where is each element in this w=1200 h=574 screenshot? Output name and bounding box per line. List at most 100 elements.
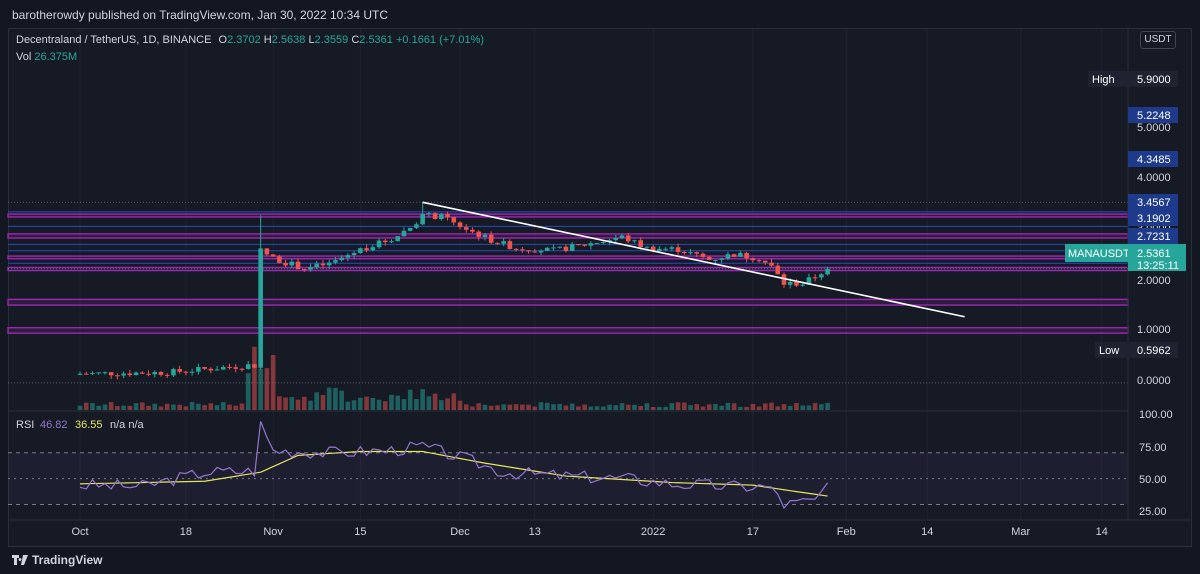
volume-bar [432, 393, 438, 410]
volume-bar [625, 404, 631, 410]
candle-body [451, 217, 457, 223]
candle-body [233, 367, 239, 369]
volume-bar [121, 405, 126, 410]
symbol-legend: Decentraland / TetherUS, 1D, BINANCE O2.… [16, 34, 484, 46]
price-tag-value: 5.9000 [1137, 74, 1171, 86]
candle-body [594, 243, 600, 245]
volume-bar [675, 402, 681, 410]
candle-body [825, 268, 830, 275]
candle-body [364, 248, 369, 251]
volume-bar [657, 406, 662, 410]
volume-bar [769, 402, 774, 410]
volume-bar [744, 406, 749, 410]
candle-body [526, 250, 531, 252]
volume-bar [239, 403, 245, 410]
candle-body [376, 240, 382, 248]
candle-body [389, 241, 394, 243]
volume-bar [812, 403, 818, 410]
volume-bar [77, 405, 83, 410]
candle-body [270, 254, 276, 257]
candle-body [569, 244, 575, 251]
chart-frame[interactable] [8, 28, 1192, 547]
volume-bar [520, 404, 525, 410]
volume-bar [258, 368, 263, 410]
volume-bar [781, 404, 787, 410]
volume-bar [389, 394, 394, 410]
volume-bar [526, 404, 531, 410]
candle-body [351, 253, 357, 256]
volume-bar [563, 405, 569, 410]
price-tag [1128, 228, 1178, 244]
footer: TradingView [0, 547, 1200, 574]
volume-bar [470, 406, 475, 410]
symbol-tag-label: MANAUSDT [1068, 248, 1130, 260]
volume-bar [370, 397, 376, 410]
time-tick-label: Dec [450, 526, 470, 538]
volume-bar [576, 406, 581, 410]
candle-body [476, 231, 482, 237]
candle-body [196, 367, 201, 372]
volume-bar [320, 395, 326, 410]
rsi-value: 46.82 [40, 419, 68, 431]
last-price-tag [1128, 244, 1186, 271]
volume-bar [682, 402, 687, 410]
candle-body [395, 236, 401, 242]
candle-body [339, 257, 344, 261]
volume-bar [775, 406, 781, 410]
volume-bar [283, 397, 288, 410]
candle-body [763, 260, 768, 263]
candle-body [227, 366, 232, 368]
candle-body [407, 227, 413, 231]
volume-bar [588, 406, 594, 410]
candle-body [725, 254, 731, 259]
close-label: C [351, 34, 360, 46]
zone-band [7, 327, 1129, 334]
candle-body [538, 250, 544, 253]
zone-band [7, 233, 1129, 239]
candle-body [127, 373, 133, 376]
candle-body [220, 366, 226, 370]
volume-bar [706, 404, 712, 410]
price-tag-value: 3.4567 [1137, 197, 1171, 209]
volume-bar [308, 400, 313, 410]
price-tag-value: 3.1902 [1137, 213, 1171, 225]
volume-bar [694, 404, 700, 410]
candle-body [507, 241, 513, 249]
candle-body [588, 243, 594, 246]
volume-bar [451, 393, 457, 410]
volume-label: Vol [16, 51, 32, 63]
time-tick-label: 15 [354, 526, 366, 538]
price-tag-value: 5.2248 [1137, 110, 1171, 122]
candle-body [264, 248, 270, 255]
volume-bar [420, 389, 425, 410]
volume-bar [146, 405, 151, 410]
candle-body [77, 373, 83, 375]
volume-bar [376, 399, 382, 410]
volume-bar [133, 403, 139, 410]
candle-body [601, 241, 606, 244]
volume-bar [557, 403, 563, 410]
price-tag [1128, 342, 1178, 358]
candle-body [632, 240, 637, 242]
last-price-value: 2.5361 [1137, 248, 1171, 260]
candle-body [146, 373, 151, 375]
volume-bar [463, 404, 469, 410]
candle-body [613, 238, 619, 241]
volume-bar [295, 399, 301, 410]
candle-body [756, 260, 762, 262]
candle-body [482, 234, 488, 237]
currency-badge[interactable]: USDT [1140, 31, 1176, 49]
candle-body [158, 371, 164, 375]
candle-body [688, 252, 693, 254]
candle-body [576, 244, 581, 246]
volume-bar [333, 387, 338, 410]
tradingview-logo-icon [12, 555, 28, 565]
volume-bar [544, 402, 550, 410]
candle-body [650, 246, 656, 252]
bar-countdown: 13:25:11 [1137, 260, 1179, 272]
volume-bar [90, 403, 95, 410]
candle-body [333, 260, 338, 263]
candle-body [563, 246, 569, 251]
volume-bar [177, 404, 182, 410]
